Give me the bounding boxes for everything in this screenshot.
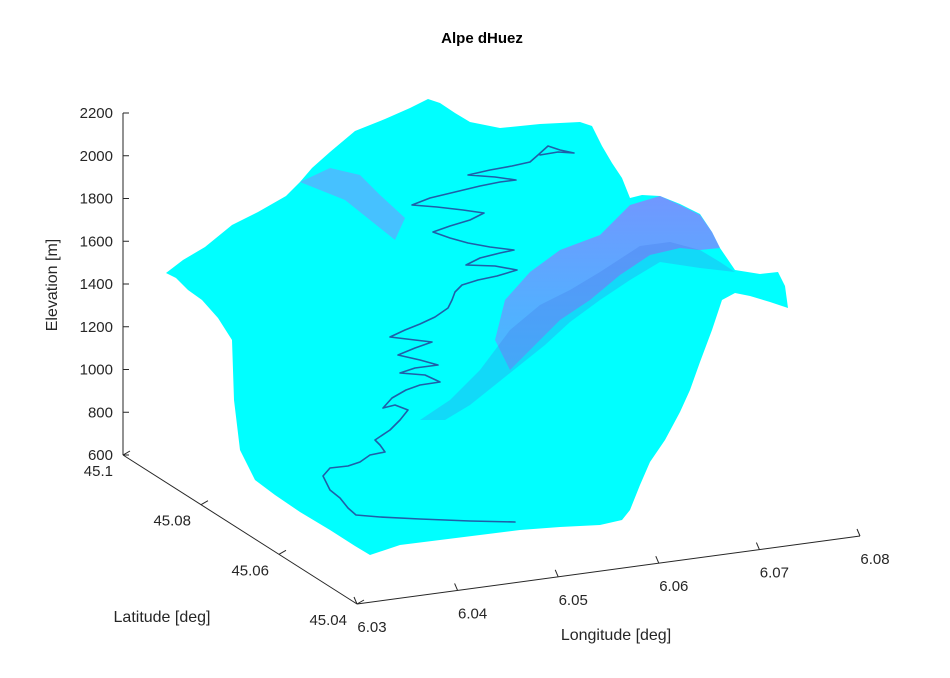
z-tick-label: 1000 — [80, 362, 113, 379]
x-axis-ticks: 6.03 6.04 6.05 6.06 6.07 6.08 — [353, 528, 890, 636]
x-tick-label: 6.07 — [760, 565, 789, 582]
y-tick-label: 45.1 — [84, 463, 113, 480]
y-tick-label: 45.08 — [153, 513, 191, 530]
x-tick-mark — [454, 583, 459, 591]
z-axis-title: Elevation [m] — [44, 239, 61, 331]
z-axis-ticks: 600 800 1000 1200 1400 1600 1800 2000 2200 — [80, 105, 129, 464]
x-tick-mark — [554, 569, 559, 577]
x-tick-mark — [755, 542, 760, 550]
x-axis-title: Longitude [deg] — [561, 627, 671, 644]
y-axis-line — [122, 454, 358, 605]
elevation-surface — [166, 99, 788, 555]
y-tick-mark — [278, 549, 287, 555]
z-tick-label: 1200 — [80, 319, 113, 336]
terrain-left-shoulder — [300, 168, 405, 240]
x-tick-label: 6.04 — [458, 605, 487, 622]
terrain-surface-main — [166, 99, 788, 555]
y-tick-mark — [356, 599, 365, 605]
terrain-ridge-shade — [420, 242, 735, 420]
x-tick-mark — [655, 556, 660, 564]
y-axis-title: Latitude [deg] — [114, 609, 211, 626]
z-tick-label: 2000 — [80, 148, 113, 165]
chart-title: Alpe dHuez — [441, 30, 523, 47]
z-tick-label: 600 — [88, 447, 113, 464]
x-tick-mark — [856, 528, 861, 537]
route-line — [322, 145, 575, 523]
x-tick-label: 6.08 — [860, 551, 889, 568]
z-tick-label: 1400 — [80, 276, 113, 293]
y-tick-mark — [200, 500, 209, 506]
x-tick-label: 6.05 — [559, 592, 588, 609]
x-tick-mark — [353, 596, 358, 605]
z-tick-label: 1600 — [80, 233, 113, 250]
y-tick-label: 45.06 — [231, 562, 269, 579]
terrain-ridge-east — [495, 196, 720, 370]
z-tick-label: 2200 — [80, 105, 113, 122]
y-tick-mark — [122, 450, 131, 456]
z-tick-label: 800 — [88, 404, 113, 421]
y-axis-ticks: 45.04 45.06 45.08 45.1 — [84, 450, 365, 629]
z-tick-label: 1800 — [80, 191, 113, 208]
x-tick-label: 6.06 — [659, 578, 688, 595]
x-tick-label: 6.03 — [357, 619, 386, 636]
y-tick-label: 45.04 — [309, 612, 347, 629]
x-axis-line — [356, 535, 861, 605]
